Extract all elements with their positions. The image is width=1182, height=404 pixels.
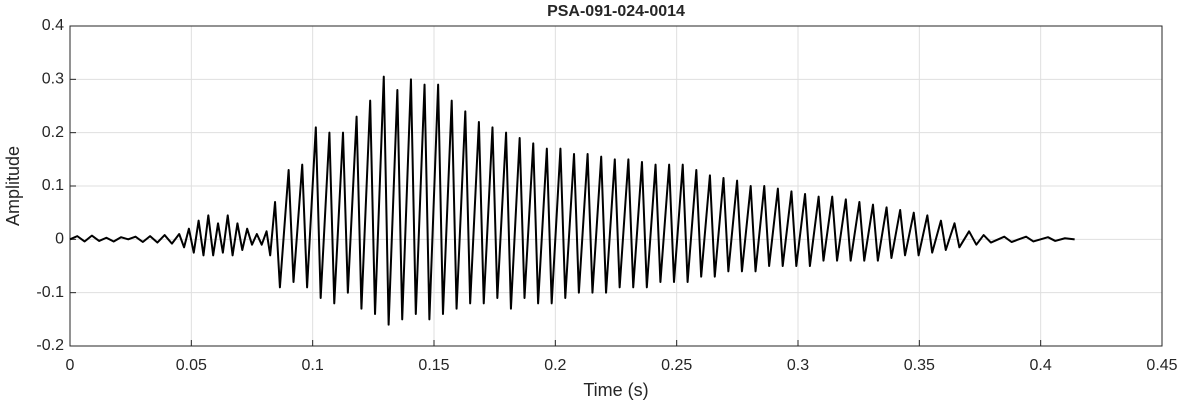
- x-tick-label: 0.4: [1030, 357, 1052, 374]
- x-tick-label: 0.05: [176, 357, 207, 374]
- x-tick-label: 0.25: [661, 357, 692, 374]
- waveform-line: [69, 75, 1075, 326]
- y-tick-label: 0: [55, 231, 64, 248]
- x-tick-label: 0.45: [1146, 357, 1177, 374]
- y-tick-label: -0.2: [36, 337, 64, 354]
- plot-frame: [69, 25, 1163, 347]
- chart-title: PSA-091-024-0014: [547, 3, 685, 20]
- x-tick-label: 0.15: [418, 357, 449, 374]
- x-tick-label: 0.2: [544, 357, 566, 374]
- x-tick-label: 0.3: [787, 357, 809, 374]
- y-tick-label: 0.4: [42, 17, 64, 34]
- x-tick-label: 0.35: [904, 357, 935, 374]
- x-tick-label: 0: [66, 357, 75, 374]
- x-axis-label: Time (s): [583, 380, 648, 400]
- y-tick-label: 0.3: [42, 71, 64, 88]
- y-tick-label: 0.1: [42, 177, 64, 194]
- y-axis-label: Amplitude: [3, 146, 23, 226]
- y-tick-label: 0.2: [42, 124, 64, 141]
- y-tick-label: -0.1: [36, 284, 64, 301]
- x-tick-label: 0.1: [302, 357, 324, 374]
